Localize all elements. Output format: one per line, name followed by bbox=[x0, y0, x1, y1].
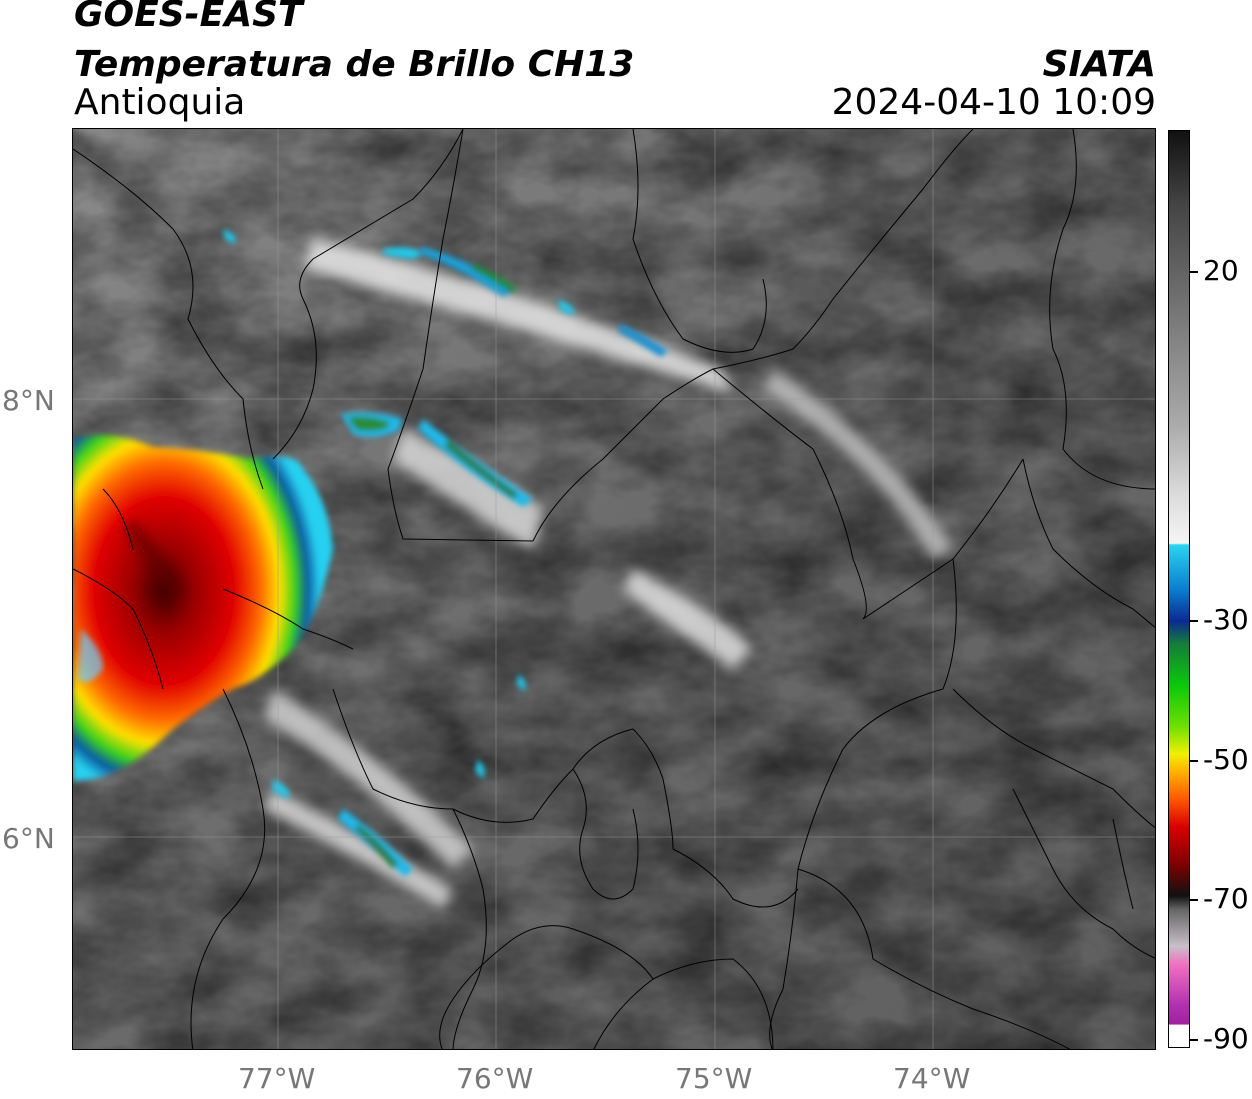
lat-label-8n: 8°N bbox=[2, 384, 55, 417]
lon-label-76w: 76°W bbox=[456, 1062, 534, 1095]
agency-label: SIATA bbox=[1042, 44, 1156, 85]
colorbar-tick bbox=[1190, 271, 1198, 273]
cold-cloud-cells bbox=[223, 229, 668, 877]
colorbar-tick bbox=[1190, 620, 1198, 622]
lon-label-77w: 77°W bbox=[238, 1062, 316, 1095]
datetime-label: 2024-04-10 10:09 bbox=[831, 82, 1156, 123]
colorbar-tick bbox=[1190, 760, 1198, 762]
storm-complex bbox=[73, 435, 333, 781]
lon-label-74w: 74°W bbox=[893, 1062, 971, 1095]
colorbar-label-minus90: -90 bbox=[1203, 1022, 1249, 1055]
lon-label-75w: 75°W bbox=[675, 1062, 753, 1095]
colorbar-label-minus70: -70 bbox=[1203, 882, 1249, 915]
map-canvas bbox=[73, 129, 1155, 1049]
colorbar-label-minus50: -50 bbox=[1203, 743, 1249, 776]
colorbar-tick bbox=[1190, 899, 1198, 901]
colorbar-label-minus30: -30 bbox=[1203, 603, 1249, 636]
colorbar-tick bbox=[1190, 1039, 1198, 1041]
temperature-colorbar bbox=[1168, 130, 1190, 1048]
graticule bbox=[73, 129, 1155, 1049]
satellite-map[interactable] bbox=[72, 128, 1156, 1050]
satellite-title: GOES-EAST bbox=[74, 0, 303, 35]
lat-label-6n: 6°N bbox=[2, 822, 55, 855]
boundaries bbox=[73, 129, 1155, 1049]
product-title: Temperatura de Brillo CH13 bbox=[74, 44, 635, 85]
region-label: Antioquia bbox=[74, 82, 246, 123]
colorbar-label-20: 20 bbox=[1203, 254, 1239, 287]
